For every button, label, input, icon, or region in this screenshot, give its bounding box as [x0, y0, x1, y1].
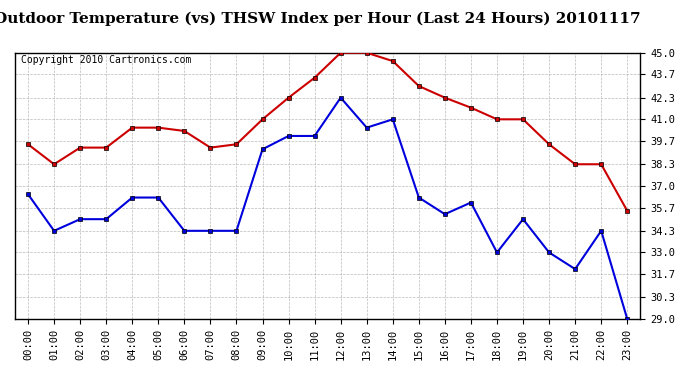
Text: Outdoor Temperature (vs) THSW Index per Hour (Last 24 Hours) 20101117: Outdoor Temperature (vs) THSW Index per … [0, 11, 641, 26]
Text: Copyright 2010 Cartronics.com: Copyright 2010 Cartronics.com [21, 56, 192, 65]
